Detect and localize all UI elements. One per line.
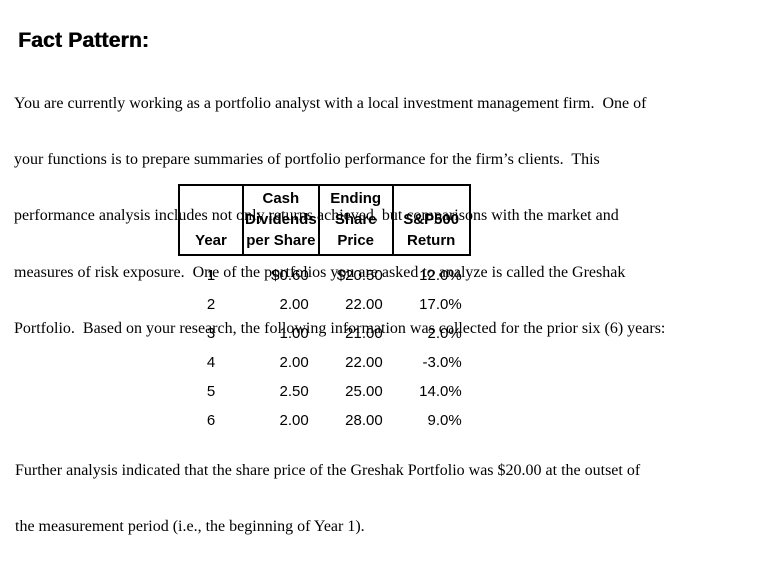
sp500-return-cell: 2.0% xyxy=(427,325,462,342)
price-cell: $20.50 xyxy=(336,267,383,284)
text-line: measures of risk exposure. One of the po… xyxy=(14,263,626,281)
dividend-cell: 2.00 xyxy=(279,354,309,371)
price-cell: 22.00 xyxy=(345,354,383,371)
price-cell: 22.00 xyxy=(345,296,383,313)
column-header-cash-dividends: Cash Dividends per Share xyxy=(242,184,320,256)
year-cell: 6 xyxy=(206,412,216,429)
portfolio-data-table: Year Cash Dividends per Share Ending Sha… xyxy=(178,184,471,435)
sp500-return-cell: 14.0% xyxy=(419,383,462,400)
text-line: You are currently working as a portfolio… xyxy=(14,94,647,112)
page-title: Fact Pattern: xyxy=(18,29,149,52)
table-row: 4 2.00 22.00 -3.0% xyxy=(179,348,470,377)
dividend-cell: 2.00 xyxy=(279,412,309,429)
text-line: the measurement period (i.e., the beginn… xyxy=(15,517,365,535)
dividend-cell: 1.00 xyxy=(279,325,309,342)
sp500-return-cell: 9.0% xyxy=(427,412,462,429)
header-line: Dividends xyxy=(245,211,317,228)
column-header-sp500-return: S&P500 Return xyxy=(391,184,471,256)
table-row: 3 1.00 21.00 2.0% xyxy=(179,319,470,348)
year-cell: 3 xyxy=(206,325,216,342)
table-row: 5 2.50 25.00 14.0% xyxy=(179,377,470,406)
header-line: Share xyxy=(334,211,377,228)
price-cell: 28.00 xyxy=(345,412,383,429)
header-line: Ending xyxy=(330,190,382,207)
header-line: Price xyxy=(337,232,375,249)
sp500-return-cell: 12.0% xyxy=(419,267,462,284)
table-row: 1 $0.60 $20.50 12.0% xyxy=(179,255,470,290)
dividend-cell: 2.50 xyxy=(279,383,309,400)
header-line: Year xyxy=(195,232,227,249)
text-line: Portfolio. Based on your research, the f… xyxy=(14,320,666,338)
price-cell: 25.00 xyxy=(345,383,383,400)
year-cell: 5 xyxy=(206,383,216,400)
header-line: Return xyxy=(407,232,456,249)
column-header-ending-share-price: Ending Share Price xyxy=(317,184,394,256)
sp500-return-cell: 17.0% xyxy=(419,296,462,313)
sp500-return-cell: -3.0% xyxy=(422,354,462,371)
text-line: Further analysis indicated that the shar… xyxy=(15,461,641,479)
text-line: your functions is to prepare summaries o… xyxy=(14,150,600,168)
column-header-year: Year xyxy=(178,184,244,256)
header-line: per Share xyxy=(246,232,316,249)
year-cell: 4 xyxy=(206,354,216,371)
dividend-cell: $0.60 xyxy=(271,267,309,284)
table-row: 6 2.00 28.00 9.0% xyxy=(179,406,470,435)
year-cell: 1 xyxy=(206,267,216,284)
header-line: Cash xyxy=(262,190,300,207)
table-row: 2 2.00 22.00 17.0% xyxy=(179,290,470,319)
year-cell: 2 xyxy=(206,296,216,313)
header-line: S&P500 xyxy=(403,211,460,228)
document-page: Fact Pattern: You are currently working … xyxy=(14,29,666,535)
dividend-cell: 2.00 xyxy=(279,296,309,313)
price-cell: 21.00 xyxy=(345,325,383,342)
table-header-row: Year Cash Dividends per Share Ending Sha… xyxy=(178,184,471,256)
footer-paragraph: Further analysis indicated that the shar… xyxy=(15,424,640,574)
